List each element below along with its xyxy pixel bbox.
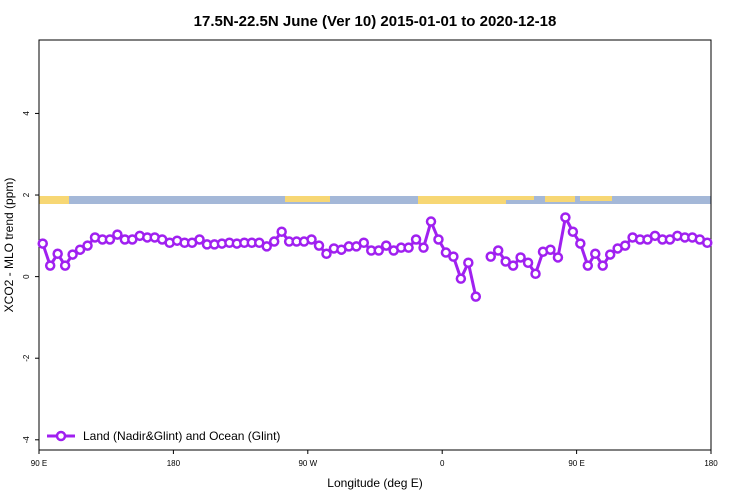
y-tick-label: -4 <box>22 436 31 444</box>
legend-label: Land (Nadir&Glint) and Ocean (Glint) <box>83 429 280 443</box>
point <box>590 248 601 260</box>
point <box>380 240 392 251</box>
x-tick-label: 180 <box>167 459 181 468</box>
point <box>463 257 474 268</box>
point <box>515 252 526 263</box>
point <box>112 229 123 240</box>
x-tick-label: 90 W <box>298 459 317 468</box>
x-tick-label: 0 <box>440 459 445 468</box>
map-strip <box>39 196 711 204</box>
point <box>82 240 93 251</box>
point <box>530 268 541 280</box>
point <box>552 252 564 263</box>
point <box>702 237 713 249</box>
y-tick-label: 0 <box>22 274 31 279</box>
y-tick-label: -2 <box>22 354 31 362</box>
point <box>261 241 272 252</box>
point <box>567 226 579 237</box>
point <box>433 234 444 245</box>
point <box>52 248 63 260</box>
point <box>604 249 616 260</box>
point <box>575 238 586 249</box>
point <box>59 260 71 271</box>
x-axis-label: Longitude (deg E) <box>327 476 422 490</box>
point <box>507 260 519 271</box>
point <box>44 260 56 271</box>
point <box>619 240 631 251</box>
point <box>104 234 116 245</box>
point <box>321 248 332 260</box>
legend-marker <box>55 430 67 442</box>
point <box>373 245 384 256</box>
x-tick-label: 90 E <box>568 459 584 468</box>
y-tick-label: 4 <box>22 111 31 116</box>
point <box>560 212 571 223</box>
point <box>306 234 317 245</box>
point <box>194 234 205 245</box>
point <box>276 226 287 237</box>
point <box>37 238 48 249</box>
y-tick-label: 2 <box>22 192 31 197</box>
y-axis-label: XCO2 - MLO trend (ppm) <box>2 178 16 313</box>
point <box>403 242 414 253</box>
point <box>418 242 429 253</box>
point <box>410 234 422 245</box>
point <box>492 245 504 256</box>
point <box>358 237 370 249</box>
point <box>268 236 280 247</box>
chart-title: 17.5N-22.5N June (Ver 10) 2015-01-01 to … <box>194 13 557 30</box>
point <box>485 251 496 262</box>
point <box>425 216 437 227</box>
x-tick-label: 180 <box>704 459 718 468</box>
point <box>448 251 459 262</box>
point <box>545 244 556 255</box>
point <box>522 257 534 268</box>
x-tick-label: 90 E <box>31 459 47 468</box>
point <box>455 273 467 284</box>
plot-frame <box>38 39 712 451</box>
point <box>597 260 608 271</box>
point <box>74 244 86 255</box>
point <box>500 256 511 267</box>
point <box>313 240 325 251</box>
point <box>67 249 78 260</box>
point <box>582 260 594 271</box>
point <box>470 291 482 302</box>
point <box>440 247 452 258</box>
